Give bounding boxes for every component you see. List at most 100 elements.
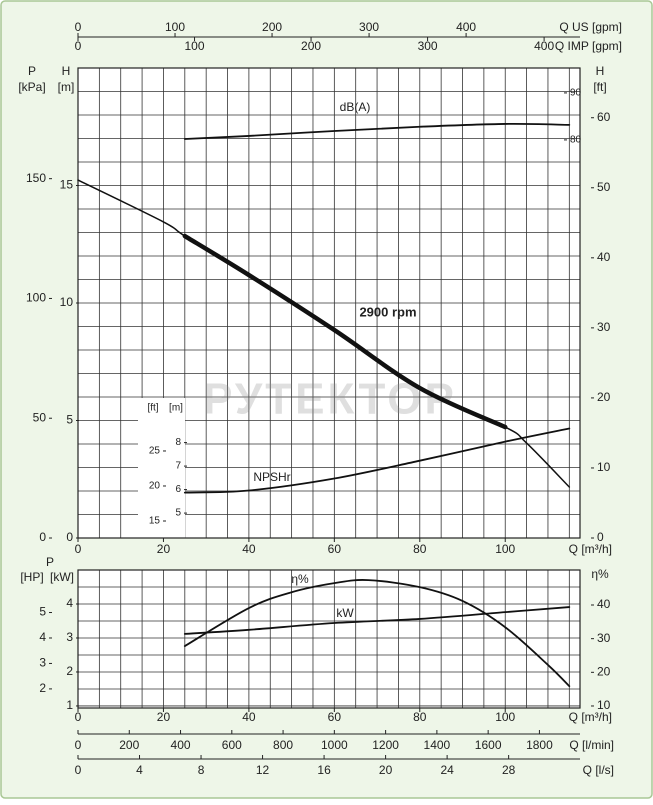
- y-tick-label: 4: [66, 596, 73, 610]
- y-tick-label: 60: [597, 110, 611, 124]
- x-tick-label: 60: [328, 542, 342, 556]
- q-tick-label: 0: [75, 39, 82, 53]
- q-axis-label: Q [l/min]: [569, 738, 614, 752]
- q-tick-label: 1800: [526, 738, 553, 752]
- y-tick-label: 1: [66, 698, 73, 712]
- x-tick-label: 20: [157, 710, 171, 724]
- plot-area: [78, 570, 580, 708]
- q-tick-label: 20: [379, 763, 393, 777]
- y-tick-label: 40: [597, 597, 611, 611]
- axis-unit: [HP]: [20, 570, 43, 584]
- watermark: РУТЕКТОР: [203, 375, 457, 424]
- curve: [183, 606, 571, 635]
- x-tick-label: 80: [413, 542, 427, 556]
- axis-unit: [ft]: [593, 80, 606, 94]
- axis-unit: [kPa]: [18, 80, 45, 94]
- q-tick-label: 1000: [321, 738, 348, 752]
- q-tick-label: 400: [171, 738, 191, 752]
- curve-label: kW: [336, 606, 354, 620]
- q-tick-label: 400: [456, 20, 476, 34]
- y-tick-label: 20: [597, 390, 611, 404]
- y-tick-label: 3: [66, 630, 73, 644]
- y-tick-label: 2: [66, 664, 73, 678]
- y-tick-label: 15: [149, 516, 161, 527]
- axis-title: P: [28, 64, 36, 78]
- x-axis-label: Q [m³/h]: [569, 710, 612, 724]
- q-tick-label: 0: [75, 763, 82, 777]
- x-tick-label: 60: [328, 710, 342, 724]
- y-tick-label: 30: [597, 631, 611, 645]
- curve: [183, 579, 571, 688]
- curve-label: dB(A): [340, 100, 371, 114]
- axis-title: η%: [591, 567, 609, 581]
- q-tick-label: 0: [75, 738, 82, 752]
- q-tick-label: 100: [165, 20, 185, 34]
- y-tick-label: 4: [39, 630, 46, 644]
- q-tick-label: 200: [119, 738, 139, 752]
- y-tick-label: 80: [570, 135, 582, 146]
- y-tick-label: 25: [149, 446, 161, 457]
- y-tick-label: 0: [597, 530, 604, 544]
- q-tick-label: 200: [262, 20, 282, 34]
- y-tick-label: 0: [39, 530, 46, 544]
- x-tick-label: 40: [242, 710, 256, 724]
- q-tick-label: 100: [185, 39, 205, 53]
- y-tick-label: 7: [175, 461, 181, 472]
- q-tick-label: 200: [301, 39, 321, 53]
- curve: [183, 122, 571, 140]
- x-axis-label: Q [m³/h]: [569, 542, 612, 556]
- y-tick-label: 40: [597, 250, 611, 264]
- q-tick-label: 400: [534, 39, 554, 53]
- axis-unit: [ft]: [147, 403, 158, 414]
- curve-label: 2900 rpm: [359, 304, 416, 319]
- y-tick-label: 10: [60, 295, 74, 309]
- y-tick-label: 8: [175, 437, 181, 448]
- q-tick-label: 12: [256, 763, 270, 777]
- y-tick-label: 30: [597, 320, 611, 334]
- y-tick-label: 0: [66, 530, 73, 544]
- x-tick-label: 100: [495, 542, 515, 556]
- q-axis-label: Q IMP [gpm]: [555, 39, 622, 53]
- x-tick-label: 80: [413, 710, 427, 724]
- q-tick-label: 8: [198, 763, 205, 777]
- q-tick-label: 1200: [372, 738, 399, 752]
- curve-label: η%: [291, 572, 309, 586]
- x-tick-label: 0: [75, 710, 82, 724]
- q-tick-label: 4: [136, 763, 143, 777]
- plot-frame: [77, 569, 581, 709]
- y-tick-label: 150: [26, 171, 46, 185]
- axis-unit: [m]: [58, 80, 75, 94]
- y-tick-label: 15: [60, 178, 74, 192]
- q-tick-label: 600: [222, 738, 242, 752]
- y-tick-label: 2: [39, 681, 46, 695]
- y-tick-label: 20: [597, 664, 611, 678]
- y-tick-label: 20: [149, 481, 161, 492]
- y-tick-label: 10: [597, 698, 611, 712]
- y-tick-label: 6: [175, 484, 181, 495]
- y-tick-label: 5: [66, 413, 73, 427]
- y-tick-label: 50: [33, 410, 47, 424]
- q-tick-label: 300: [359, 20, 379, 34]
- q-tick-label: 0: [75, 20, 82, 34]
- q-tick-label: 16: [317, 763, 331, 777]
- y-tick-label: 3: [39, 656, 46, 670]
- q-axis-label: Q [l/s]: [583, 763, 614, 777]
- y-tick-label: 5: [175, 508, 181, 519]
- axis-unit: [kW]: [50, 570, 74, 584]
- x-tick-label: 20: [157, 542, 171, 556]
- q-tick-label: 300: [418, 39, 438, 53]
- x-tick-label: 0: [75, 542, 82, 556]
- y-tick-label: 10: [597, 460, 611, 474]
- axis-unit: [m]: [169, 403, 183, 414]
- axis-title: P: [46, 555, 54, 569]
- x-tick-label: 40: [242, 542, 256, 556]
- axis-title: H: [62, 64, 71, 78]
- q-tick-label: 1600: [475, 738, 502, 752]
- y-tick-label: 100: [26, 291, 46, 305]
- axis-title: H: [596, 64, 605, 78]
- q-tick-label: 24: [440, 763, 454, 777]
- q-tick-label: 28: [502, 763, 516, 777]
- q-tick-label: 800: [273, 738, 293, 752]
- x-tick-label: 100: [495, 710, 515, 724]
